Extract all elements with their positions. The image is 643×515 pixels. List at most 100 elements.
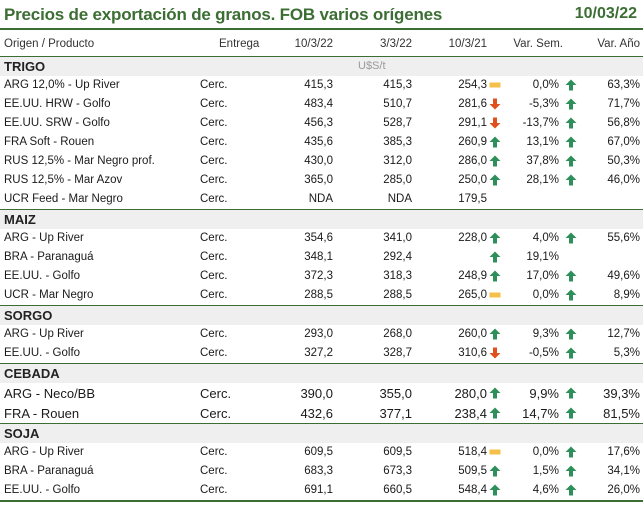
- weekly-change: 4,0%: [532, 232, 559, 244]
- price-last-year: 518,4: [458, 446, 487, 458]
- price-current: 354,6: [304, 232, 333, 244]
- price-last-week: 318,3: [383, 270, 412, 282]
- report-header: Precios de exportación de granos. FOB va…: [0, 0, 643, 28]
- arrow-up-icon: [489, 136, 501, 151]
- delivery: Cerc.: [200, 232, 228, 244]
- product-name: UCR Feed - Mar Negro: [4, 193, 123, 205]
- arrow-up-icon: [565, 155, 577, 170]
- col-origen: Origen / Producto: [4, 38, 95, 50]
- section-name: CEBADA: [4, 366, 60, 381]
- flat-bar-icon: [489, 446, 501, 461]
- price-last-year: 310,6: [458, 347, 487, 359]
- price-last-week: 673,3: [383, 465, 412, 477]
- price-last-week: 328,7: [383, 347, 412, 359]
- yearly-change: 50,3%: [607, 155, 640, 167]
- weekly-change: -13,7%: [522, 117, 559, 129]
- yearly-change: 8,9%: [613, 289, 640, 301]
- delivery: Cerc.: [200, 155, 228, 167]
- yearly-change: 56,8%: [607, 117, 640, 129]
- table-row: EE.UU. - Golfo Cerc. 372,3 318,3 248,9 17,0% 4…: [0, 267, 643, 286]
- product-name: EE.UU. SRW - Golfo: [4, 117, 110, 129]
- delivery: Cerc.: [200, 251, 228, 263]
- col-date-3: 10/3/21: [448, 38, 487, 50]
- product-name: UCR - Mar Negro: [4, 289, 94, 301]
- product-name: ARG - Up River: [4, 232, 84, 244]
- price-current: 372,3: [304, 270, 333, 282]
- yearly-change: 46,0%: [607, 174, 640, 186]
- weekly-change: 1,5%: [532, 465, 559, 477]
- section-header: SORGO: [0, 305, 643, 325]
- price-last-week: 528,7: [383, 117, 412, 129]
- price-last-year: 250,0: [458, 174, 487, 186]
- flat-bar-icon: [489, 79, 501, 94]
- price-last-week: 377,1: [379, 406, 412, 421]
- price-last-week: 292,4: [383, 251, 412, 263]
- product-name: EE.UU. - Golfo: [4, 347, 81, 359]
- price-last-year: 260,9: [458, 136, 487, 148]
- section-header: TRIGO U$S/t: [0, 56, 643, 76]
- price-current: 327,2: [304, 347, 333, 359]
- flat-bar-icon: [489, 289, 501, 304]
- delivery: Cerc.: [200, 465, 228, 477]
- arrow-up-icon: [489, 387, 501, 402]
- product-name: EE.UU. HRW - Golfo: [4, 98, 111, 110]
- arrow-up-icon: [489, 174, 501, 189]
- table-row: ARG 12,0% - Up River Cerc. 415,3 415,3 254,3…: [0, 76, 643, 95]
- weekly-change: -5,3%: [528, 98, 559, 110]
- arrow-up-icon: [565, 270, 577, 285]
- table-row: ARG - Up River Cerc. 354,6 341,0 228,0 4,0% 55…: [0, 229, 643, 248]
- yearly-change: 34,1%: [607, 465, 640, 477]
- product-name: ARG - Up River: [4, 328, 84, 340]
- price-last-week: 660,5: [383, 484, 412, 496]
- yearly-change: 12,7%: [607, 328, 640, 340]
- table-row: FRA Soft - Rouen Cerc. 435,6 385,3 260,9 13,1…: [0, 133, 643, 152]
- price-current: 432,6: [300, 406, 333, 421]
- arrow-up-icon: [565, 98, 577, 113]
- delivery: Cerc.: [200, 174, 228, 186]
- table-row: RUS 12,5% - Mar Negro prof. Cerc. 430,0 312…: [0, 152, 643, 171]
- arrow-up-icon: [489, 232, 501, 247]
- section-name: SOJA: [4, 426, 40, 441]
- delivery: Cerc.: [200, 79, 228, 91]
- weekly-change: 19,1%: [526, 251, 559, 263]
- col-var-sem: Var. Sem.: [513, 38, 563, 50]
- price-current: NDA: [308, 193, 333, 205]
- bottom-divider: [0, 500, 643, 502]
- weekly-change: 17,0%: [526, 270, 559, 282]
- arrow-up-icon: [565, 136, 577, 151]
- arrow-up-icon: [565, 465, 577, 480]
- section-header: CEBADA: [0, 363, 643, 383]
- weekly-change: 9,3%: [532, 328, 559, 340]
- arrow-up-icon: [489, 407, 501, 422]
- table-row: EE.UU. SRW - Golfo Cerc. 456,3 528,7 291,1 -1…: [0, 114, 643, 133]
- arrow-up-icon: [489, 328, 501, 343]
- price-last-week: 285,0: [383, 174, 412, 186]
- price-current: 415,3: [304, 79, 333, 91]
- price-last-week: NDA: [387, 193, 412, 205]
- table-row: RUS 12,5% - Mar Azov Cerc. 365,0 285,0 250,0…: [0, 171, 643, 190]
- weekly-change: 4,6%: [532, 484, 559, 496]
- price-current: 390,0: [300, 386, 333, 401]
- product-name: BRA - Paranaguá: [4, 251, 94, 263]
- arrow-up-icon: [565, 289, 577, 304]
- price-last-year: 291,1: [458, 117, 487, 129]
- price-last-year: 248,9: [458, 270, 487, 282]
- arrow-up-icon: [565, 446, 577, 461]
- header-divider: [0, 28, 643, 30]
- weekly-change: 13,1%: [526, 136, 559, 148]
- arrow-down-icon: [489, 98, 501, 113]
- col-entrega: Entrega: [219, 38, 260, 50]
- yearly-change: 71,7%: [607, 98, 640, 110]
- arrow-down-icon: [489, 347, 501, 362]
- arrow-up-icon: [489, 251, 501, 266]
- price-last-year: 254,3: [458, 79, 487, 91]
- delivery: Cerc.: [200, 98, 228, 110]
- price-current: 435,6: [304, 136, 333, 148]
- price-last-year: 509,5: [458, 465, 487, 477]
- arrow-up-icon: [565, 79, 577, 94]
- section-name: MAIZ: [4, 212, 36, 227]
- price-last-year: 238,4: [454, 406, 487, 421]
- table-row: ARG - Up River Cerc. 609,5 609,5 518,4 0,0% 17…: [0, 443, 643, 462]
- price-last-week: 268,0: [383, 328, 412, 340]
- yearly-change: 5,3%: [613, 347, 640, 359]
